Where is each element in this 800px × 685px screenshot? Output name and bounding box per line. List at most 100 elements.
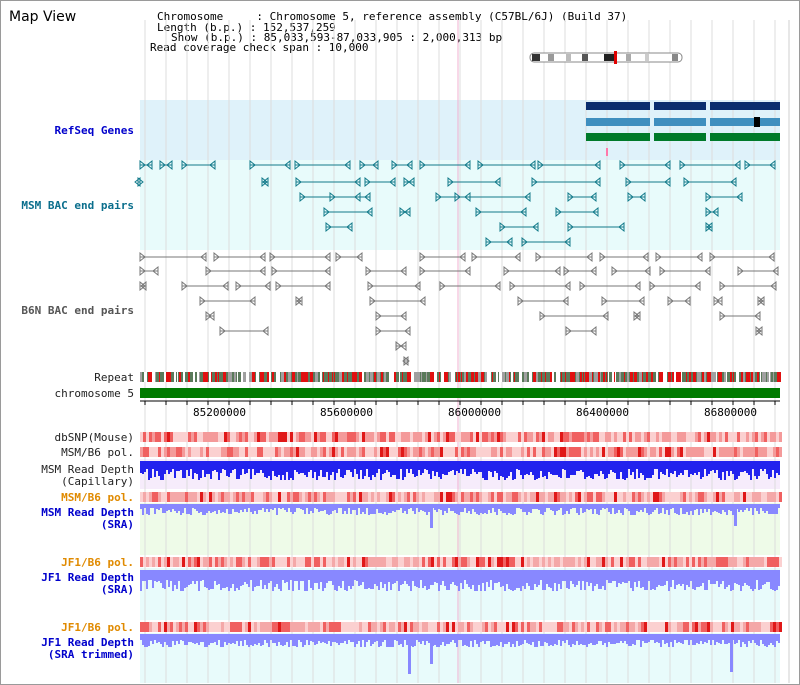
bac-end-marker [400, 265, 407, 277]
depth-bar [768, 570, 770, 582]
depth-bar [576, 634, 578, 641]
depth-bar [160, 570, 162, 583]
polymorphism-cell [647, 557, 650, 567]
polymorphism-cell [209, 432, 212, 442]
depth-bar [470, 461, 472, 474]
depth-bar [690, 570, 692, 581]
bac-end-marker [269, 251, 276, 263]
depth-bar [290, 504, 292, 512]
depth-bar [474, 634, 476, 640]
gene-arrow [654, 133, 659, 141]
depth-bar [294, 504, 296, 512]
bac-end-marker [369, 295, 376, 307]
track-label-b6n-bac[interactable]: B6N BAC end pairs [21, 304, 134, 317]
polymorphism-cell [467, 447, 470, 457]
polymorphism-cell [500, 447, 503, 457]
depth-bar [236, 570, 238, 588]
polymorphism-cell [422, 557, 425, 567]
polymorphism-cell [506, 447, 509, 457]
depth-bar [684, 570, 686, 590]
depth-bar [518, 570, 520, 588]
polymorphism-cell [194, 492, 197, 502]
polymorphism-cell [464, 432, 467, 442]
depth-bar [410, 461, 412, 469]
depth-bar [420, 461, 422, 475]
bac-end-marker [294, 159, 301, 171]
depth-bar [144, 570, 146, 581]
depth-bar [528, 504, 530, 512]
polymorphism-cell [515, 432, 518, 442]
polymorphism-cell [356, 432, 359, 442]
polymorphism-cell [497, 622, 500, 632]
polymorphism-cell [656, 622, 659, 632]
depth-bar [152, 570, 154, 588]
polymorphism-cell [680, 492, 683, 502]
depth-bar [164, 504, 166, 513]
depth-bar [410, 570, 412, 591]
depth-bar [536, 461, 538, 479]
polymorphism-cell [209, 622, 212, 632]
polymorphism-cell [155, 557, 158, 567]
depth-bar [508, 504, 510, 513]
bac-end-marker [259, 251, 266, 263]
polymorphism-cell [326, 447, 329, 457]
depth-bar [712, 634, 714, 640]
depth-bar [156, 504, 158, 509]
repeat-element [381, 372, 383, 382]
depth-bar [250, 634, 252, 645]
depth-bar [626, 461, 628, 478]
depth-bar [610, 570, 612, 583]
polymorphism-cell [467, 432, 470, 442]
depth-bar [186, 504, 188, 514]
depth-bar [672, 461, 674, 474]
depth-bar [294, 461, 296, 470]
polymorphism-cell [476, 492, 479, 502]
bac-end-marker [535, 251, 542, 263]
depth-bar [622, 461, 624, 479]
gene-bar [654, 118, 706, 126]
polymorphism-cell [479, 622, 482, 632]
polymorphism-cell [584, 432, 587, 442]
polymorphism-cell [296, 447, 299, 457]
depth-bar [394, 570, 396, 583]
bac-end-marker [555, 206, 562, 218]
bac-end-marker [324, 251, 331, 263]
depth-bar [772, 461, 774, 470]
depth-bar [646, 570, 648, 590]
depth-bar [644, 570, 646, 590]
polymorphism-cell [572, 557, 575, 567]
repeat-element [556, 372, 560, 382]
depth-bar [372, 461, 374, 475]
depth-bar [378, 634, 380, 647]
depth-bar [656, 504, 658, 508]
depth-bar [656, 570, 658, 587]
polymorphism-cell [317, 447, 320, 457]
repeat-element [392, 372, 394, 382]
depth-bar [404, 504, 406, 511]
bac-end-marker [531, 176, 538, 188]
polymorphism-cell [773, 447, 776, 457]
track-label-refseq-genes[interactable]: RefSeq Genes [54, 124, 134, 137]
depth-bar [264, 461, 266, 477]
depth-bar [282, 504, 284, 508]
repeat-element [366, 372, 369, 382]
depth-bar [322, 570, 324, 591]
bac-end-marker [611, 265, 618, 277]
bac-end-marker [679, 159, 686, 171]
polymorphism-cell [473, 492, 476, 502]
depth-bar [662, 504, 664, 508]
repeat-element [377, 372, 380, 382]
depth-bar [462, 570, 464, 589]
track-label-msm-bac[interactable]: MSM BAC end pairs [21, 199, 134, 212]
repeat-element [166, 372, 169, 382]
repeat-element [155, 372, 156, 382]
depth-bar [228, 634, 230, 643]
depth-bar [676, 570, 678, 585]
depth-bar [284, 461, 286, 480]
polymorphism-cell [353, 492, 356, 502]
depth-bar [282, 634, 284, 646]
depth-bar [362, 461, 364, 479]
depth-bar [264, 504, 266, 512]
polymorphism-cell [461, 432, 464, 442]
